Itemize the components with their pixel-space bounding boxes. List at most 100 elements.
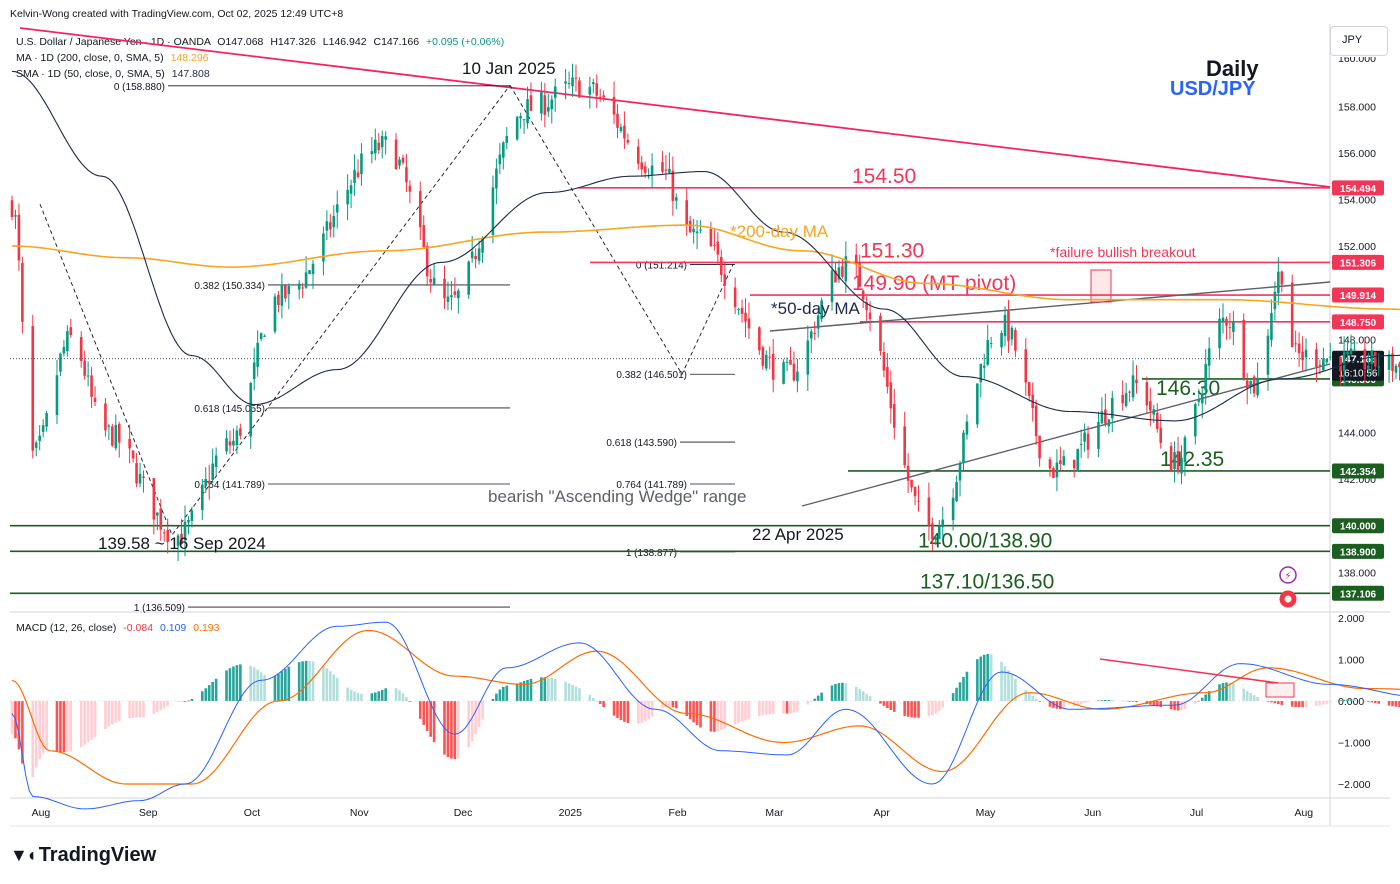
- candle-body: [879, 315, 882, 352]
- flash-icon-glyph: ⚡: [1284, 571, 1291, 582]
- candle-body: [187, 519, 190, 523]
- macd-histogram-bar: [526, 679, 529, 701]
- record-icon-dot: [1284, 595, 1292, 603]
- candle-body: [329, 222, 332, 230]
- candle-body: [675, 197, 678, 201]
- macd-histogram-bar: [1128, 701, 1131, 702]
- candle-body: [567, 83, 571, 85]
- level-axis-tag-text: 137.106: [1340, 589, 1377, 600]
- candle-body: [325, 221, 329, 231]
- candle-body: [882, 351, 886, 371]
- macd-histogram-bar: [1322, 701, 1325, 705]
- macd-histogram-bar: [408, 701, 412, 702]
- candle-body: [809, 331, 813, 339]
- candle-body: [830, 270, 834, 302]
- macd-histogram-bar: [34, 701, 38, 768]
- macd-histogram-bar: [661, 701, 664, 709]
- macd-histogram-bar: [1149, 701, 1152, 705]
- macd-histogram-bar: [1079, 701, 1083, 705]
- candle-body: [1007, 310, 1010, 342]
- price-axis-tick: 138.000: [1338, 567, 1376, 579]
- candle-body: [1304, 349, 1308, 358]
- candle-body: [1249, 380, 1252, 388]
- macd-histogram-bar: [332, 674, 336, 701]
- candle-body: [626, 139, 630, 143]
- ohlc-change: +0.095 (+0.06%): [425, 36, 505, 48]
- macd-histogram-bar: [1363, 700, 1367, 702]
- candle-body: [14, 215, 17, 217]
- candle-body: [117, 424, 121, 443]
- candle-body: [1062, 456, 1066, 466]
- candle-body: [1294, 343, 1297, 345]
- candle-body: [398, 159, 401, 166]
- macd-histogram-bar: [470, 701, 474, 742]
- macd-histogram-bar: [758, 701, 761, 717]
- macd-histogram-bar: [941, 701, 945, 708]
- flash-icon[interactable]: [1279, 566, 1297, 584]
- macd-histogram-bar: [906, 701, 910, 717]
- macd-histogram-bar: [965, 671, 969, 701]
- candle-body: [1346, 351, 1349, 355]
- macd-legend-macd: 0.109: [160, 622, 187, 634]
- fib-left-label: 0.764 (141.789): [194, 480, 265, 491]
- macd-histogram-bar: [1204, 694, 1207, 701]
- candle-body: [1104, 409, 1107, 424]
- candle-body: [768, 356, 772, 358]
- macd-histogram-bar: [522, 681, 526, 701]
- candle-body: [955, 482, 958, 502]
- ohlc-high: H147.326: [270, 36, 316, 48]
- macd-histogram-bar: [1059, 701, 1062, 710]
- macd-histogram-bar: [273, 675, 277, 701]
- macd-histogram-bar: [329, 671, 332, 701]
- macd-histogram-bar: [771, 701, 775, 714]
- fib-left-connector: [39, 85, 511, 536]
- macd-histogram-bar: [699, 701, 702, 728]
- macd-histogram-bar: [747, 701, 751, 720]
- candle-body: [612, 96, 616, 115]
- macd-histogram-bar: [301, 661, 304, 701]
- macd-histogram-bar: [588, 694, 592, 701]
- candle-body: [1318, 364, 1322, 366]
- candle-body: [1290, 282, 1294, 348]
- macd-histogram-bar: [733, 701, 737, 725]
- macd-histogram-bar: [135, 701, 138, 718]
- candle-body: [111, 426, 114, 446]
- candle-body: [574, 77, 578, 79]
- macd-histogram-bar: [252, 667, 256, 701]
- candle-body: [190, 510, 194, 521]
- candle-body: [564, 81, 567, 84]
- tradingview-logo[interactable]: ▼◖ TradingView: [10, 844, 156, 867]
- ma200-line: [12, 224, 1400, 311]
- candle-body: [893, 403, 896, 428]
- candle-body: [688, 220, 692, 233]
- macd-signal-line: [11, 629, 1400, 785]
- candle-body: [640, 162, 644, 170]
- macd-histogram-bar: [571, 684, 574, 701]
- time-axis-tick: May: [976, 807, 997, 819]
- candle-body: [1131, 375, 1135, 398]
- macd-histogram-bar: [180, 701, 183, 702]
- ma200-legend: MA · 1D (200, close, 0, SMA, 5) 148.296: [16, 51, 209, 65]
- annotation-ma200: *200-day MA: [730, 222, 829, 241]
- macd-histogram-bar: [142, 701, 145, 718]
- macd-histogram-bar: [21, 701, 24, 764]
- macd-histogram-bar: [927, 701, 931, 717]
- macd-histogram-bar: [882, 701, 886, 706]
- candle-body: [1086, 433, 1090, 450]
- macd-histogram-bar: [502, 686, 505, 701]
- macd-histogram-bar: [1038, 701, 1041, 702]
- candle-body: [66, 331, 69, 352]
- candle-body: [1149, 401, 1152, 411]
- candle-body: [1273, 291, 1277, 310]
- candle-body: [204, 479, 208, 487]
- candle-body: [889, 382, 893, 409]
- candle-body: [349, 185, 353, 194]
- macd-histogram-bar: [107, 701, 111, 727]
- currency-label[interactable]: JPY: [1342, 34, 1363, 46]
- macd-histogram-bar: [612, 701, 616, 716]
- macd-histogram-bar: [1183, 701, 1187, 710]
- macd-histogram-bar: [834, 684, 837, 701]
- macd-histogram-bar: [325, 668, 329, 701]
- candle-body: [228, 441, 232, 446]
